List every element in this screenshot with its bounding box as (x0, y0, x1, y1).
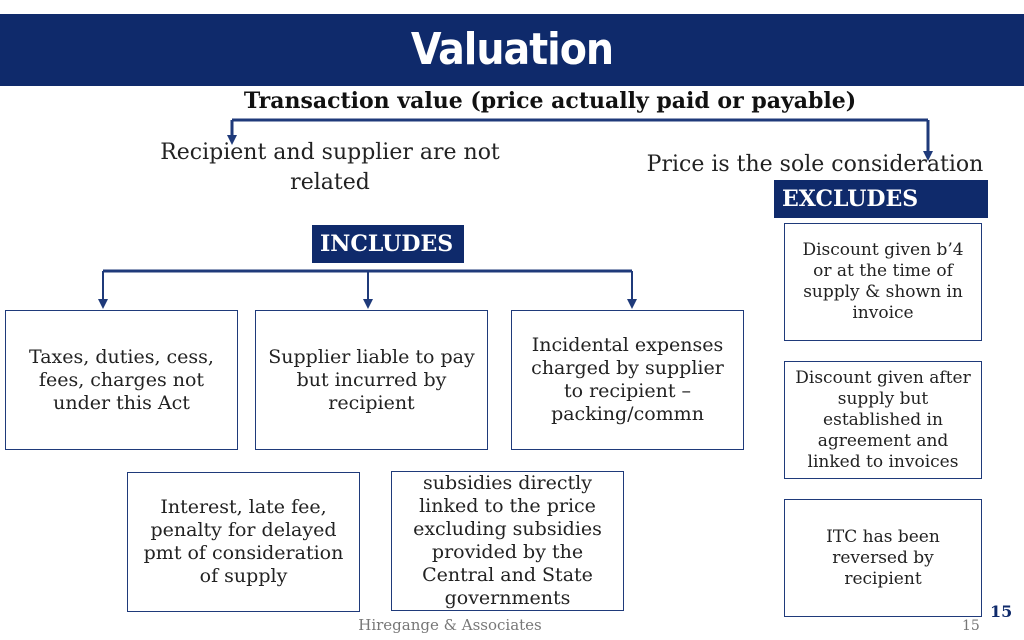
include-item-interest-late-fee: Interest, late fee, penalty for delayed … (127, 472, 360, 612)
left-condition-text: Recipient and supplier are not related (160, 140, 500, 195)
include-item-taxes: Taxes, duties, cess, fees, charges not u… (5, 310, 238, 450)
exclude-item-discount-before-supply: Discount given b’4 or at the time of sup… (784, 223, 982, 341)
include-item-supplier-liable: Supplier liable to pay but incurred by r… (255, 310, 488, 450)
exclude-item-itc-reversed: ITC has been reversed by recipient (784, 499, 982, 617)
right-condition-text: Price is the sole consideration (646, 152, 984, 177)
include-item-incidental-expenses: Incidental expenses charged by supplier … (511, 310, 744, 450)
slide-title: Valuation (410, 24, 614, 75)
header-bar (0, 14, 1024, 86)
excludes-label: EXCLUDES (774, 180, 988, 218)
exclude-item-discount-after-supply: Discount given after supply but establis… (784, 361, 982, 479)
page-number-small: 15 (962, 618, 980, 634)
includes-label: INCLUDES (312, 225, 464, 263)
slide-subtitle: Transaction value (price actually paid o… (243, 88, 857, 114)
page-number-large: 15 (990, 602, 1013, 621)
include-item-subsidies: subsidies directly linked to the price e… (391, 471, 624, 611)
footer-text: Hiregange & Associates (358, 616, 542, 634)
